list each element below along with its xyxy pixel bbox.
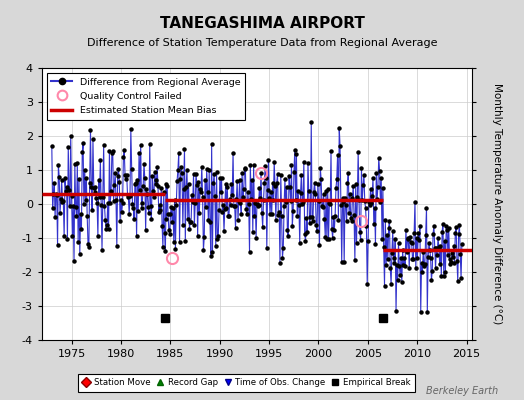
Y-axis label: Monthly Temperature Anomaly Difference (°C): Monthly Temperature Anomaly Difference (… (493, 83, 503, 325)
Legend: Difference from Regional Average, Quality Control Failed, Estimated Station Mean: Difference from Regional Average, Qualit… (47, 73, 245, 120)
Text: TANEGASHIMA AIRPORT: TANEGASHIMA AIRPORT (160, 16, 364, 31)
Legend: Station Move, Record Gap, Time of Obs. Change, Empirical Break: Station Move, Record Gap, Time of Obs. C… (78, 374, 415, 392)
Text: Berkeley Earth: Berkeley Earth (425, 386, 498, 396)
Text: Difference of Station Temperature Data from Regional Average: Difference of Station Temperature Data f… (87, 38, 437, 48)
